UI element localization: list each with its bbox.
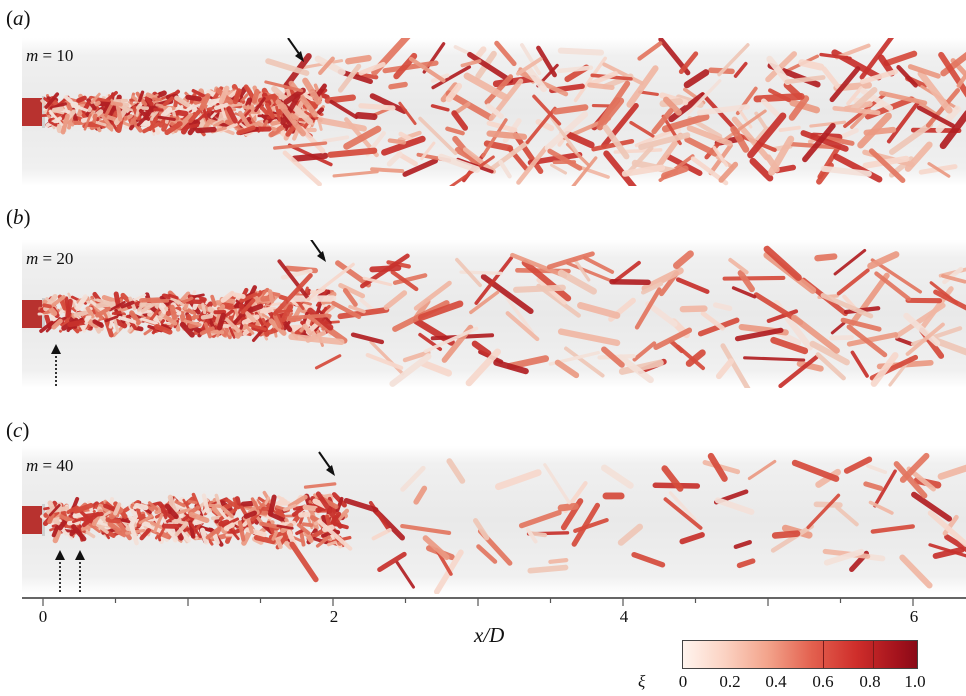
colorbar-tick-0-2: 0.2 <box>719 672 741 691</box>
x-axis-title: x/D <box>474 623 505 647</box>
colorbar-tick-1-0: 1.0 <box>904 672 926 691</box>
colorbar-tick-0-4: 0.4 <box>765 672 787 691</box>
x-tick-0: 0 <box>38 607 48 626</box>
colorbar-tick-0-8: 0.8 <box>859 672 881 691</box>
panel-b-label: (b) <box>6 205 31 229</box>
x-tick-2: 2 <box>329 607 339 626</box>
panel-b-image <box>22 240 966 388</box>
panel-c-label: (c) <box>6 418 30 442</box>
m-label-c: m = 40 <box>26 456 74 475</box>
x-tick-6: 6 <box>909 607 919 626</box>
colorbar-tick-0: 0 <box>678 672 688 691</box>
m-label-b: m = 20 <box>26 249 74 268</box>
vortex-visualization-b <box>22 240 966 388</box>
vortex-visualization-c <box>22 451 966 594</box>
colorbar-symbol: ξ <box>638 672 646 691</box>
panel-a-image <box>22 38 966 186</box>
colorbar <box>682 640 918 669</box>
x-axis <box>22 597 966 637</box>
m-label-a: m = 10 <box>26 46 74 65</box>
x-axis-ticks <box>22 597 966 606</box>
panel-c-image <box>22 446 966 594</box>
vortex-visualization-a <box>22 38 966 186</box>
panel-a-label: (a) <box>6 6 31 30</box>
x-tick-4: 4 <box>619 607 629 626</box>
colorbar-tick-0-6: 0.6 <box>812 672 834 691</box>
